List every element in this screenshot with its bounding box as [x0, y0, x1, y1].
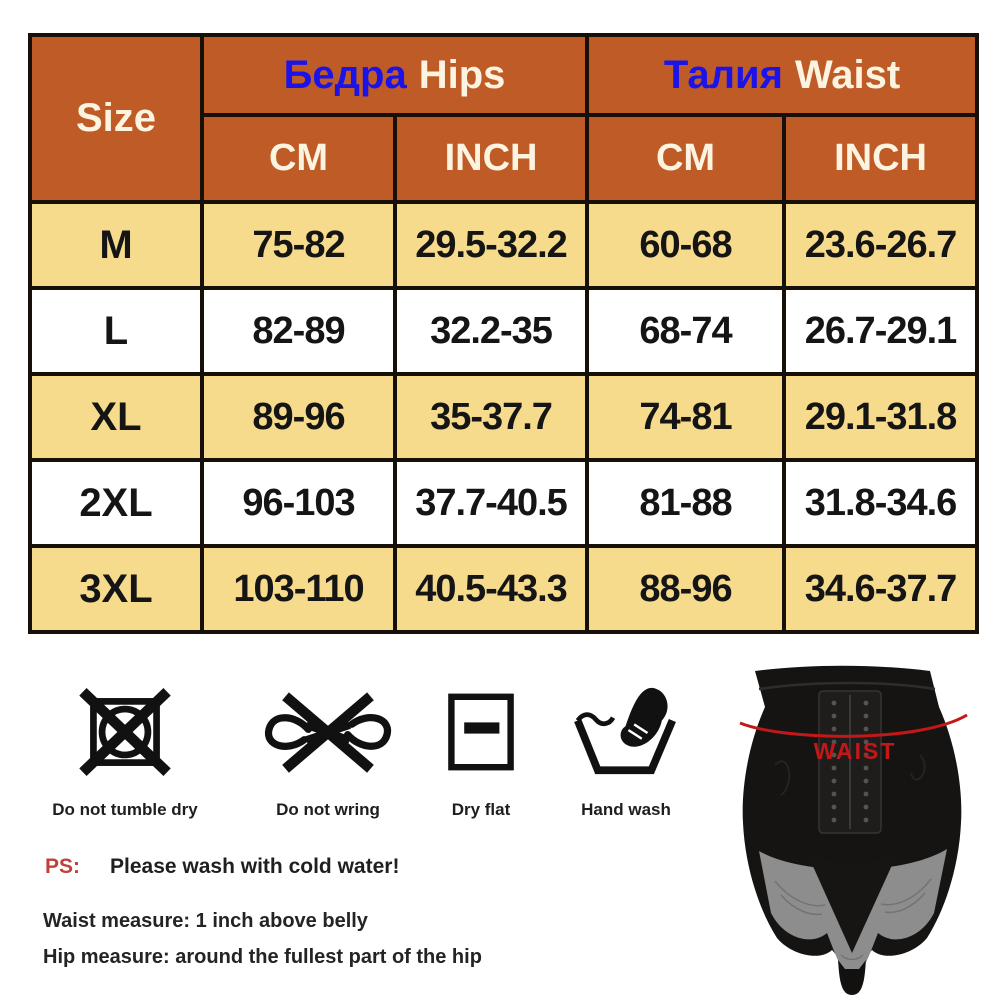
care-label: Do not tumble dry — [52, 800, 198, 819]
do-not-tumble-dry-icon — [77, 688, 173, 776]
waist-guide-line — [739, 713, 968, 738]
product-photo: WAIST — [715, 655, 1000, 1000]
size-chart-table: Size Бедра Hips Талия Waist CM INCH CM INC… — [28, 33, 980, 634]
waist-label-russian: Талия — [663, 52, 783, 97]
waist-inch-header: INCH — [782, 113, 980, 204]
care-instruction-dry-flat: Dry flat — [420, 688, 542, 820]
waist-inch-cell: 34.6-37.7 — [782, 544, 980, 634]
size-cell: L — [28, 286, 204, 376]
wash-note: PS: Please wash with cold water! — [45, 855, 399, 879]
table-row: 3XL 103-110 40.5-43.3 88-96 34.6-37.7 — [28, 544, 980, 634]
size-cell: 3XL — [28, 544, 204, 634]
table-row: XL 89-96 35-37.7 74-81 29.1-31.8 — [28, 372, 980, 462]
waist-cm-cell: 88-96 — [585, 544, 787, 634]
hips-inch-cell: 35-37.7 — [392, 372, 590, 462]
hips-inch-cell: 32.2-35 — [392, 286, 590, 376]
waist-cm-cell: 68-74 — [585, 286, 787, 376]
waist-inch-cell: 23.6-26.7 — [782, 200, 980, 290]
ps-prefix: PS: — [45, 855, 81, 878]
care-label: Do not wring — [276, 800, 380, 819]
waist-cm-cell: 74-81 — [585, 372, 787, 462]
dry-flat-icon — [445, 688, 517, 776]
table-unit-header-row: CM INCH CM INCH — [30, 113, 980, 204]
waist-group-header: Талия Waist — [585, 33, 980, 117]
hips-group-header: Бедра Hips — [199, 33, 590, 117]
size-column-header: Size — [28, 33, 204, 204]
hips-inch-cell: 29.5-32.2 — [392, 200, 590, 290]
waist-label-english: Waist — [794, 52, 901, 97]
hips-inch-cell: 40.5-43.3 — [392, 544, 590, 634]
waist-inch-cell: 26.7-29.1 — [782, 286, 980, 376]
hand-wash-icon — [571, 687, 681, 776]
table-row: L 82-89 32.2-35 68-74 26.7-29.1 — [28, 286, 980, 376]
size-header-label: Size — [75, 96, 157, 140]
table-group-header-row: Size Бедра Hips Талия Waist — [28, 33, 980, 204]
waist-annotation: WAIST — [814, 738, 897, 764]
waist-measure-note: Waist measure: 1 inch above belly — [43, 910, 368, 932]
hips-label-english: Hips — [418, 52, 506, 97]
table-row: 2XL 96-103 37.7-40.5 81-88 31.8-34.6 — [28, 458, 980, 548]
hips-cm-cell: 82-89 — [200, 286, 397, 376]
hips-cm-cell: 75-82 — [200, 200, 397, 290]
hips-label-russian: Бедра — [283, 52, 407, 97]
size-cell: XL — [28, 372, 204, 462]
waist-inch-cell: 31.8-34.6 — [782, 458, 980, 548]
hips-cm-header: CM — [200, 113, 397, 204]
waist-inch-cell: 29.1-31.8 — [782, 372, 980, 462]
care-instruction-hand-wash: Hand wash — [556, 687, 696, 820]
size-cell: M — [28, 200, 204, 290]
hips-cm-cell: 103-110 — [200, 544, 397, 634]
ps-text: Please wash with cold water! — [110, 855, 400, 878]
care-instruction-tumble-dry: Do not tumble dry — [40, 688, 210, 820]
table-row: M 75-82 29.5-32.2 60-68 23.6-26.7 — [28, 200, 980, 290]
hip-measure-note: Hip measure: around the fullest part of … — [43, 946, 482, 968]
care-instruction-wring: Do not wring — [248, 688, 408, 820]
hips-inch-header: INCH — [392, 113, 590, 204]
waist-cm-header: CM — [585, 113, 787, 204]
size-cell: 2XL — [28, 458, 204, 548]
care-label: Dry flat — [451, 800, 511, 819]
care-label: Hand wash — [581, 800, 671, 819]
do-not-wring-icon — [258, 688, 398, 776]
waist-cm-cell: 81-88 — [585, 458, 787, 548]
hips-cm-cell: 96-103 — [200, 458, 397, 548]
hips-inch-cell: 37.7-40.5 — [392, 458, 590, 548]
hips-cm-cell: 89-96 — [200, 372, 397, 462]
waist-cm-cell: 60-68 — [585, 200, 787, 290]
